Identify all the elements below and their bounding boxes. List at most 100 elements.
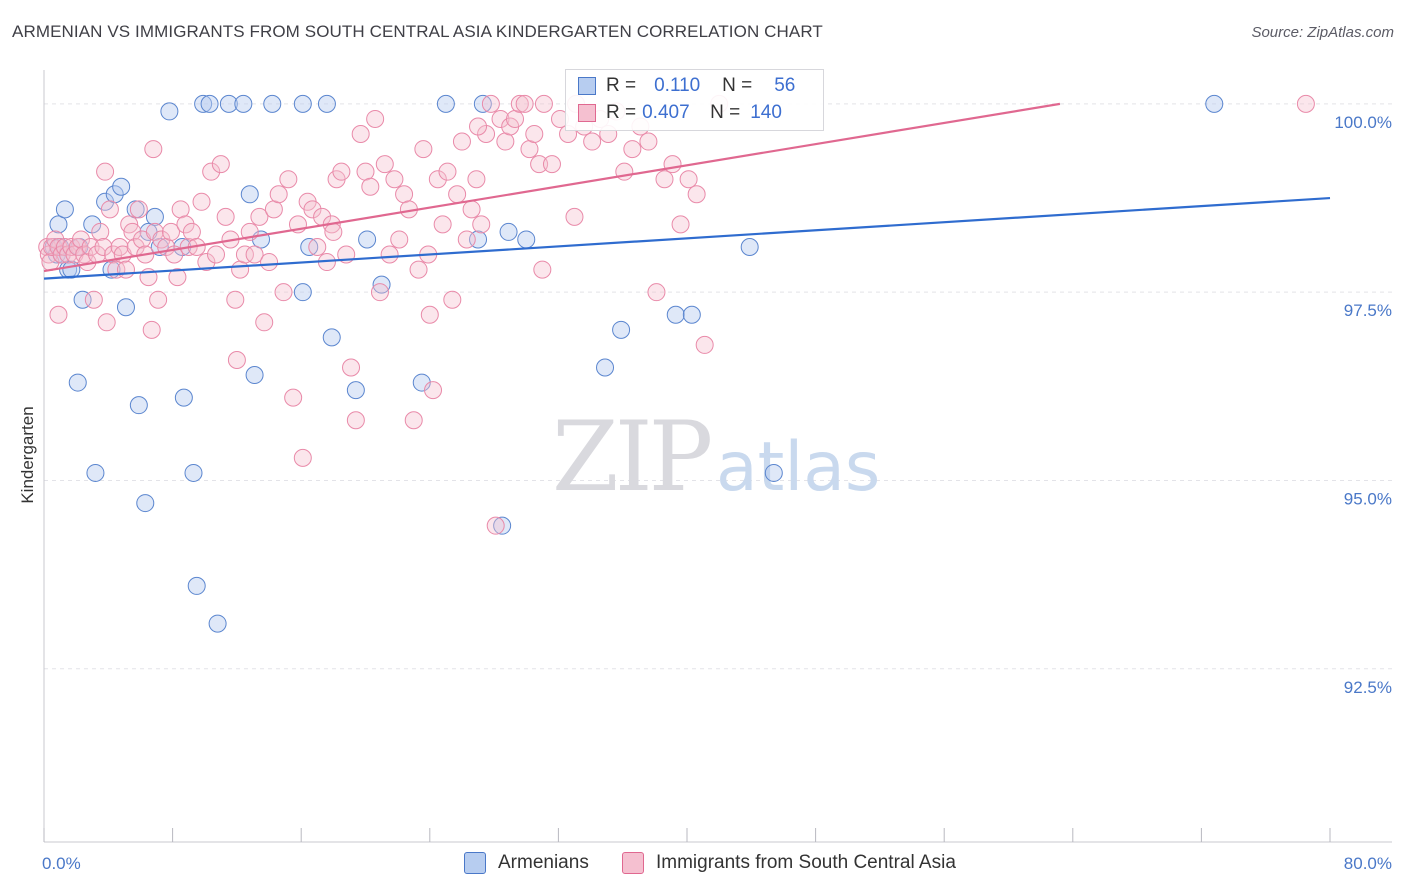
data-point (293, 448, 312, 467)
data-point (245, 245, 264, 264)
data-point (520, 140, 539, 159)
legend-row-armenians: R = 0.110 N = 56 (578, 75, 795, 97)
data-point (505, 109, 524, 128)
data-point (260, 253, 279, 272)
data-point (226, 290, 245, 309)
data-point (682, 305, 701, 324)
trend-line-immigrants (43, 102, 1061, 273)
data-point (308, 237, 327, 256)
data-point (436, 94, 455, 113)
data-point (663, 155, 682, 174)
data-point (202, 162, 221, 181)
legend-n-label: N = (722, 75, 753, 96)
data-point (240, 185, 259, 204)
data-point (438, 162, 457, 181)
y-axis-label: Kindergarten (18, 406, 37, 503)
y-tick-label: 100.0% (1334, 113, 1392, 132)
data-point (211, 155, 230, 174)
y-tick-label: 97.5% (1344, 301, 1392, 320)
data-point (583, 132, 602, 151)
data-point (129, 396, 148, 415)
data-points (38, 94, 1315, 633)
data-point (216, 207, 235, 226)
data-point (94, 237, 113, 256)
data-point (370, 283, 389, 302)
data-point (533, 260, 552, 279)
legend-item-armenians: Armenians (464, 852, 589, 874)
swatch-immigrants (622, 852, 644, 874)
legend-r-label: R = (606, 75, 637, 96)
data-point (112, 177, 131, 196)
data-point (380, 245, 399, 264)
data-point (245, 366, 264, 385)
data-point (324, 222, 343, 241)
data-point (91, 222, 110, 241)
data-point (375, 155, 394, 174)
data-point (250, 207, 269, 226)
data-point (231, 260, 250, 279)
data-point (187, 576, 206, 595)
data-point (496, 132, 515, 151)
data-point (81, 237, 100, 256)
data-point (481, 94, 500, 113)
data-point (176, 215, 195, 234)
swatch-armenians (464, 852, 486, 874)
legend-n-value: 140 (750, 102, 782, 123)
data-point (472, 215, 491, 234)
data-point (96, 162, 115, 181)
y-tick-label: 92.5% (1344, 678, 1392, 697)
data-point (517, 230, 536, 249)
data-point (174, 388, 193, 407)
data-point (136, 494, 155, 513)
data-point (129, 200, 148, 219)
data-point (269, 185, 288, 204)
data-point (390, 230, 409, 249)
x-tick-label: 0.0% (42, 854, 81, 873)
data-point (84, 290, 103, 309)
data-point (144, 140, 163, 159)
data-point (420, 305, 439, 324)
data-point (764, 463, 783, 482)
data-point (358, 230, 377, 249)
legend-label-armenians: Armenians (498, 852, 589, 873)
data-point (123, 222, 142, 241)
data-point (486, 516, 505, 535)
data-point (197, 253, 216, 272)
data-point (332, 162, 351, 181)
data-point (351, 125, 370, 144)
data-point (366, 109, 385, 128)
data-point (161, 222, 180, 241)
data-point (469, 117, 488, 136)
data-point (200, 94, 219, 113)
data-point (86, 463, 105, 482)
legend-swatch-immigrants (578, 104, 596, 122)
data-point (234, 94, 253, 113)
data-point (219, 94, 238, 113)
trend-lines (43, 102, 1331, 280)
data-point (448, 185, 467, 204)
data-point (97, 313, 116, 332)
data-point (687, 185, 706, 204)
data-point (342, 358, 361, 377)
data-point (639, 132, 658, 151)
data-point (534, 94, 553, 113)
data-point (361, 177, 380, 196)
data-point (666, 305, 685, 324)
data-point (525, 125, 544, 144)
data-point (145, 207, 164, 226)
data-point (414, 140, 433, 159)
data-point (671, 215, 690, 234)
data-point (1205, 94, 1224, 113)
data-point (168, 268, 187, 287)
data-point (142, 320, 161, 339)
data-point (515, 94, 534, 113)
data-point (1296, 94, 1315, 113)
data-point (356, 162, 375, 181)
series-legend: Armenians Immigrants from South Central … (0, 852, 1406, 878)
data-point (49, 305, 68, 324)
data-point (182, 222, 201, 241)
legend-swatch-armenians (578, 77, 596, 95)
data-point (255, 313, 274, 332)
data-point (542, 155, 561, 174)
